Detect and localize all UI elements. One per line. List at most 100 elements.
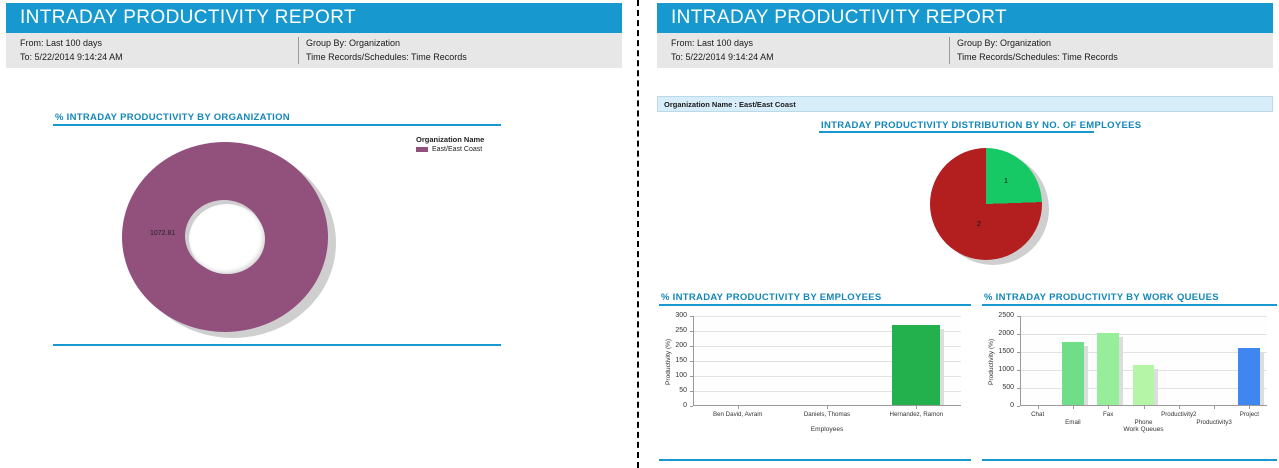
y-axis-tick-label: 2500: [998, 312, 1014, 319]
parameter-from: From: Last 100 days: [20, 38, 103, 48]
gridline: [693, 361, 961, 362]
pie-slice-label-76-and-above: 1: [1004, 178, 1008, 185]
donut-data-label: 1072.81: [150, 230, 176, 237]
parameter-column-grouping: Group By: Organization Time Records/Sche…: [306, 36, 467, 64]
parameter-column-dates: From: Last 100 days To: 5/22/2014 9:14:2…: [671, 36, 774, 64]
bar[interactable]: [1061, 341, 1084, 405]
x-axis-tick-label: Phone: [1134, 419, 1153, 426]
y-axis-tick-mark: [1017, 406, 1020, 407]
x-axis-tick-label: Ben David, Avram: [712, 411, 763, 418]
y-axis-tick-label: 2000: [998, 330, 1014, 337]
report-page-left: INTRADAY PRODUCTIVITY REPORT From: Last …: [0, 0, 628, 468]
parameter-group-by: Group By: Organization: [957, 38, 1052, 48]
y-axis-tick-label: 0: [683, 402, 687, 409]
y-axis-tick-label: 1500: [998, 348, 1014, 355]
y-axis-tick-mark: [690, 331, 693, 332]
chart-title-distribution-by-no-of-employees: INTRADAY PRODUCTIVITY DISTRIBUTION BY NO…: [821, 120, 1142, 131]
report-parameters-left: From: Last 100 days To: 5/22/2014 9:14:2…: [6, 33, 622, 68]
gridline: [693, 376, 961, 377]
y-axis-tick-label: 100: [675, 372, 687, 379]
x-axis-tick-label: Hernandez, Ramon: [889, 411, 944, 418]
parameter-divider: [298, 37, 299, 64]
chart-title-rule: [53, 124, 501, 126]
parameter-column-grouping: Group By: Organization Time Records/Sche…: [957, 36, 1118, 64]
y-axis-line: [1020, 316, 1021, 406]
parameter-divider: [949, 37, 950, 64]
x-axis-tick-mark: [737, 406, 739, 409]
x-axis-tick-label: Daniels, Thomas: [803, 411, 851, 418]
pie-chart-distribution: 1 2: [930, 148, 1080, 266]
pie-body[interactable]: [930, 148, 1042, 260]
parameter-to: To: 5/22/2014 9:14:24 AM: [671, 52, 774, 62]
bar[interactable]: [892, 324, 941, 405]
chart-bottom-rule-employees: [659, 459, 971, 461]
x-axis-tick-mark: [1249, 406, 1251, 409]
page-divider: [637, 0, 639, 468]
y-axis-tick-mark: [690, 316, 693, 317]
x-axis-tick-mark: [1178, 406, 1180, 409]
x-axis-tick-mark: [1072, 406, 1074, 409]
bar[interactable]: [1132, 365, 1155, 405]
chart-title-productivity-by-employees: % INTRADAY PRODUCTIVITY BY EMPLOYEES: [661, 292, 882, 303]
plot-area: [1020, 316, 1267, 406]
x-axis-tick-mark: [1037, 406, 1039, 409]
legend-item-label: East/East Coast: [432, 146, 483, 153]
x-axis-tick-mark: [916, 406, 918, 409]
x-axis-tick-label: Email: [1065, 419, 1081, 426]
parameter-column-dates: From: Last 100 days To: 5/22/2014 9:14:2…: [20, 36, 123, 64]
y-axis-tick-label: 1000: [998, 366, 1014, 373]
y-axis-tick-mark: [690, 376, 693, 377]
chart-title-productivity-by-work-queues: % INTRADAY PRODUCTIVITY BY WORK QUEUES: [984, 292, 1219, 303]
gridline: [693, 331, 961, 332]
y-axis-line: [693, 316, 694, 406]
x-axis-line: [1020, 405, 1267, 406]
y-axis-tick-mark: [1017, 334, 1020, 335]
y-axis-tick-label: 150: [675, 357, 687, 364]
parameter-from: From: Last 100 days: [671, 38, 754, 48]
page-title-left: INTRADAY PRODUCTIVITY REPORT: [6, 3, 622, 33]
chart-title-rule: [982, 304, 1277, 306]
y-axis-tick-label: 500: [1002, 384, 1014, 391]
bar[interactable]: [1097, 333, 1120, 405]
parameter-to: To: 5/22/2014 9:14:24 AM: [20, 52, 123, 62]
y-axis-tick-mark: [1017, 388, 1020, 389]
y-axis-tick-label: 200: [675, 342, 687, 349]
y-axis-tick-mark: [1017, 370, 1020, 371]
x-axis-title: Work Queues: [1123, 426, 1164, 433]
y-axis-tick-mark: [690, 346, 693, 347]
page-title-right: INTRADAY PRODUCTIVITY REPORT: [657, 3, 1273, 33]
x-axis-tick-mark: [1108, 406, 1110, 409]
y-axis-tick-mark: [690, 391, 693, 392]
parameter-group-by: Group By: Organization: [306, 38, 401, 48]
x-axis-tick-mark: [1214, 406, 1216, 409]
legend-title-organization-name: Organization Name: [416, 135, 485, 144]
x-axis-title: Employees: [810, 426, 844, 433]
y-axis-title: Productivity (%): [988, 338, 995, 385]
organization-name-band: Organization Name : East/East Coast: [657, 96, 1273, 112]
gridline: [1020, 334, 1267, 335]
x-axis-tick-mark: [827, 406, 828, 409]
x-axis-tick-label: Productivity3: [1196, 419, 1232, 426]
gridline: [693, 391, 961, 392]
gridline: [693, 346, 961, 347]
bar-chart-by-employees: 0 50 100 150 200 250 300 Ben David, Avram Daniel…: [659, 308, 971, 440]
bar[interactable]: [1238, 347, 1261, 405]
y-axis-title: Productivity (%): [665, 338, 672, 385]
chart-title-productivity-by-organization: % INTRADAY PRODUCTIVITY BY ORGANIZATION: [55, 112, 290, 123]
y-axis-tick-label: 250: [675, 327, 687, 334]
chart-title-rule: [659, 304, 971, 306]
parameter-time-records: Time Records/Schedules: Time Records: [957, 52, 1118, 62]
x-axis-tick-label: Productivity2: [1161, 411, 1197, 418]
y-axis-tick-mark: [690, 406, 693, 407]
plot-area: [693, 316, 961, 406]
x-axis-tick-label: Fax: [1103, 411, 1114, 418]
pie-slice-label-0-25: 2: [977, 221, 981, 228]
donut-chart-by-organization: 1072.81: [122, 142, 338, 338]
x-axis-tick-label: Project: [1239, 411, 1259, 418]
gridline: [1020, 352, 1267, 353]
legend-item-east-east-coast[interactable]: East/East Coast: [416, 146, 482, 153]
report-parameters-right: From: Last 100 days To: 5/22/2014 9:14:2…: [657, 33, 1273, 68]
chart-title-rule: [819, 131, 1094, 133]
y-axis-tick-mark: [690, 361, 693, 362]
